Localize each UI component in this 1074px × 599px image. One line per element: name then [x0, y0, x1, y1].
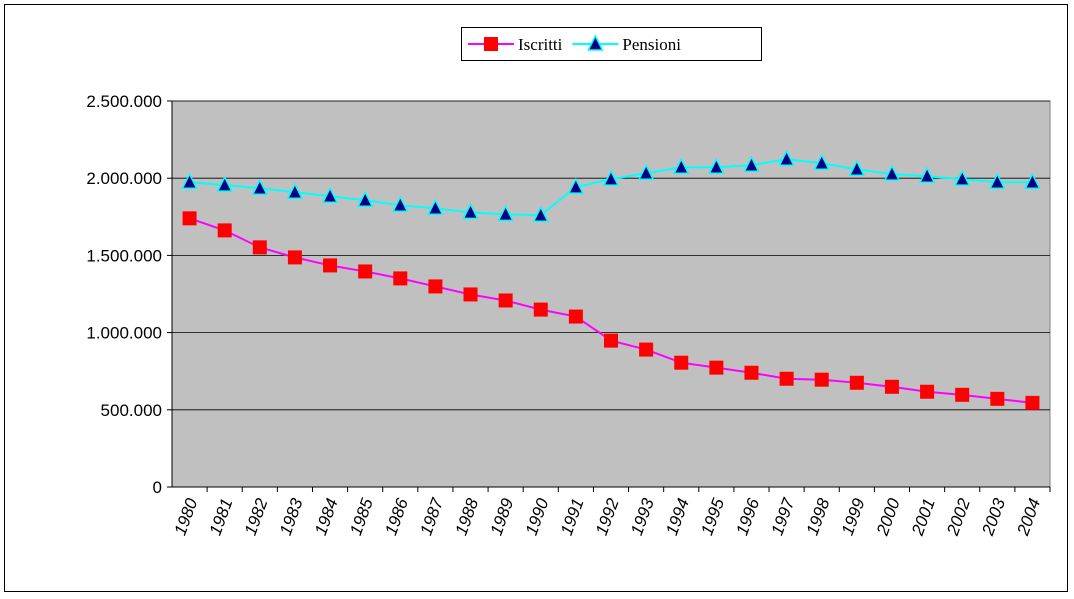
point-marker: [918, 166, 936, 183]
point-marker: [920, 384, 935, 399]
plot-area: [171, 100, 1051, 488]
point-marker: [639, 342, 654, 357]
point-marker: [708, 157, 725, 174]
point-marker: [252, 240, 267, 255]
point-marker: [358, 264, 373, 279]
point-marker: [849, 375, 864, 390]
point-marker: [883, 164, 901, 181]
point-marker: [955, 387, 970, 402]
point-marker: [813, 153, 830, 170]
legend-marker: [484, 37, 498, 51]
point-marker: [321, 186, 339, 204]
legend-marker: [587, 34, 604, 51]
point-marker: [216, 175, 233, 192]
point-marker: [181, 172, 198, 189]
point-marker: [287, 250, 302, 265]
point-marker: [286, 182, 304, 199]
point-marker: [463, 287, 478, 302]
point-marker: [182, 211, 197, 226]
point-marker: [217, 223, 232, 238]
legend: Iscritti Pensioni: [461, 27, 762, 61]
point-marker: [604, 333, 618, 348]
point-marker: [637, 163, 655, 181]
legend-label: Pensioni: [622, 35, 681, 54]
point-marker: [602, 169, 620, 186]
point-marker: [953, 169, 971, 186]
y-tick-label: 1.000.000: [86, 324, 162, 343]
point-marker: [567, 177, 585, 194]
point-marker: [533, 302, 548, 317]
point-marker: [779, 371, 794, 386]
point-marker: [392, 195, 409, 212]
point-marker: [674, 355, 689, 370]
point-marker: [673, 157, 690, 174]
legend-label: Iscritti: [518, 35, 563, 54]
point-marker: [989, 172, 1006, 189]
point-marker: [568, 309, 583, 324]
point-marker: [427, 198, 444, 216]
point-marker: [323, 258, 338, 273]
point-marker: [498, 293, 513, 308]
y-tick-label: 1.500.000: [86, 246, 162, 265]
point-marker: [497, 204, 514, 222]
point-marker: [814, 372, 829, 387]
point-marker: [1024, 172, 1041, 189]
y-tick-label: 2.000.000: [86, 169, 162, 188]
point-marker: [743, 155, 760, 172]
point-marker: [744, 365, 759, 380]
point-marker: [428, 279, 443, 294]
y-tick-label: 500.000: [101, 401, 162, 420]
point-marker: [990, 391, 1005, 406]
point-marker: [778, 149, 795, 166]
point-marker: [251, 178, 269, 195]
point-marker: [884, 379, 899, 394]
y-tick-label: 0: [153, 478, 162, 497]
point-marker: [848, 159, 866, 176]
point-marker: [1025, 395, 1040, 410]
point-marker: [709, 360, 724, 375]
point-marker: [532, 205, 549, 223]
point-marker: [356, 190, 374, 208]
point-marker: [462, 202, 479, 220]
point-marker: [393, 271, 408, 286]
y-tick-label: 2.500.000: [86, 92, 162, 111]
